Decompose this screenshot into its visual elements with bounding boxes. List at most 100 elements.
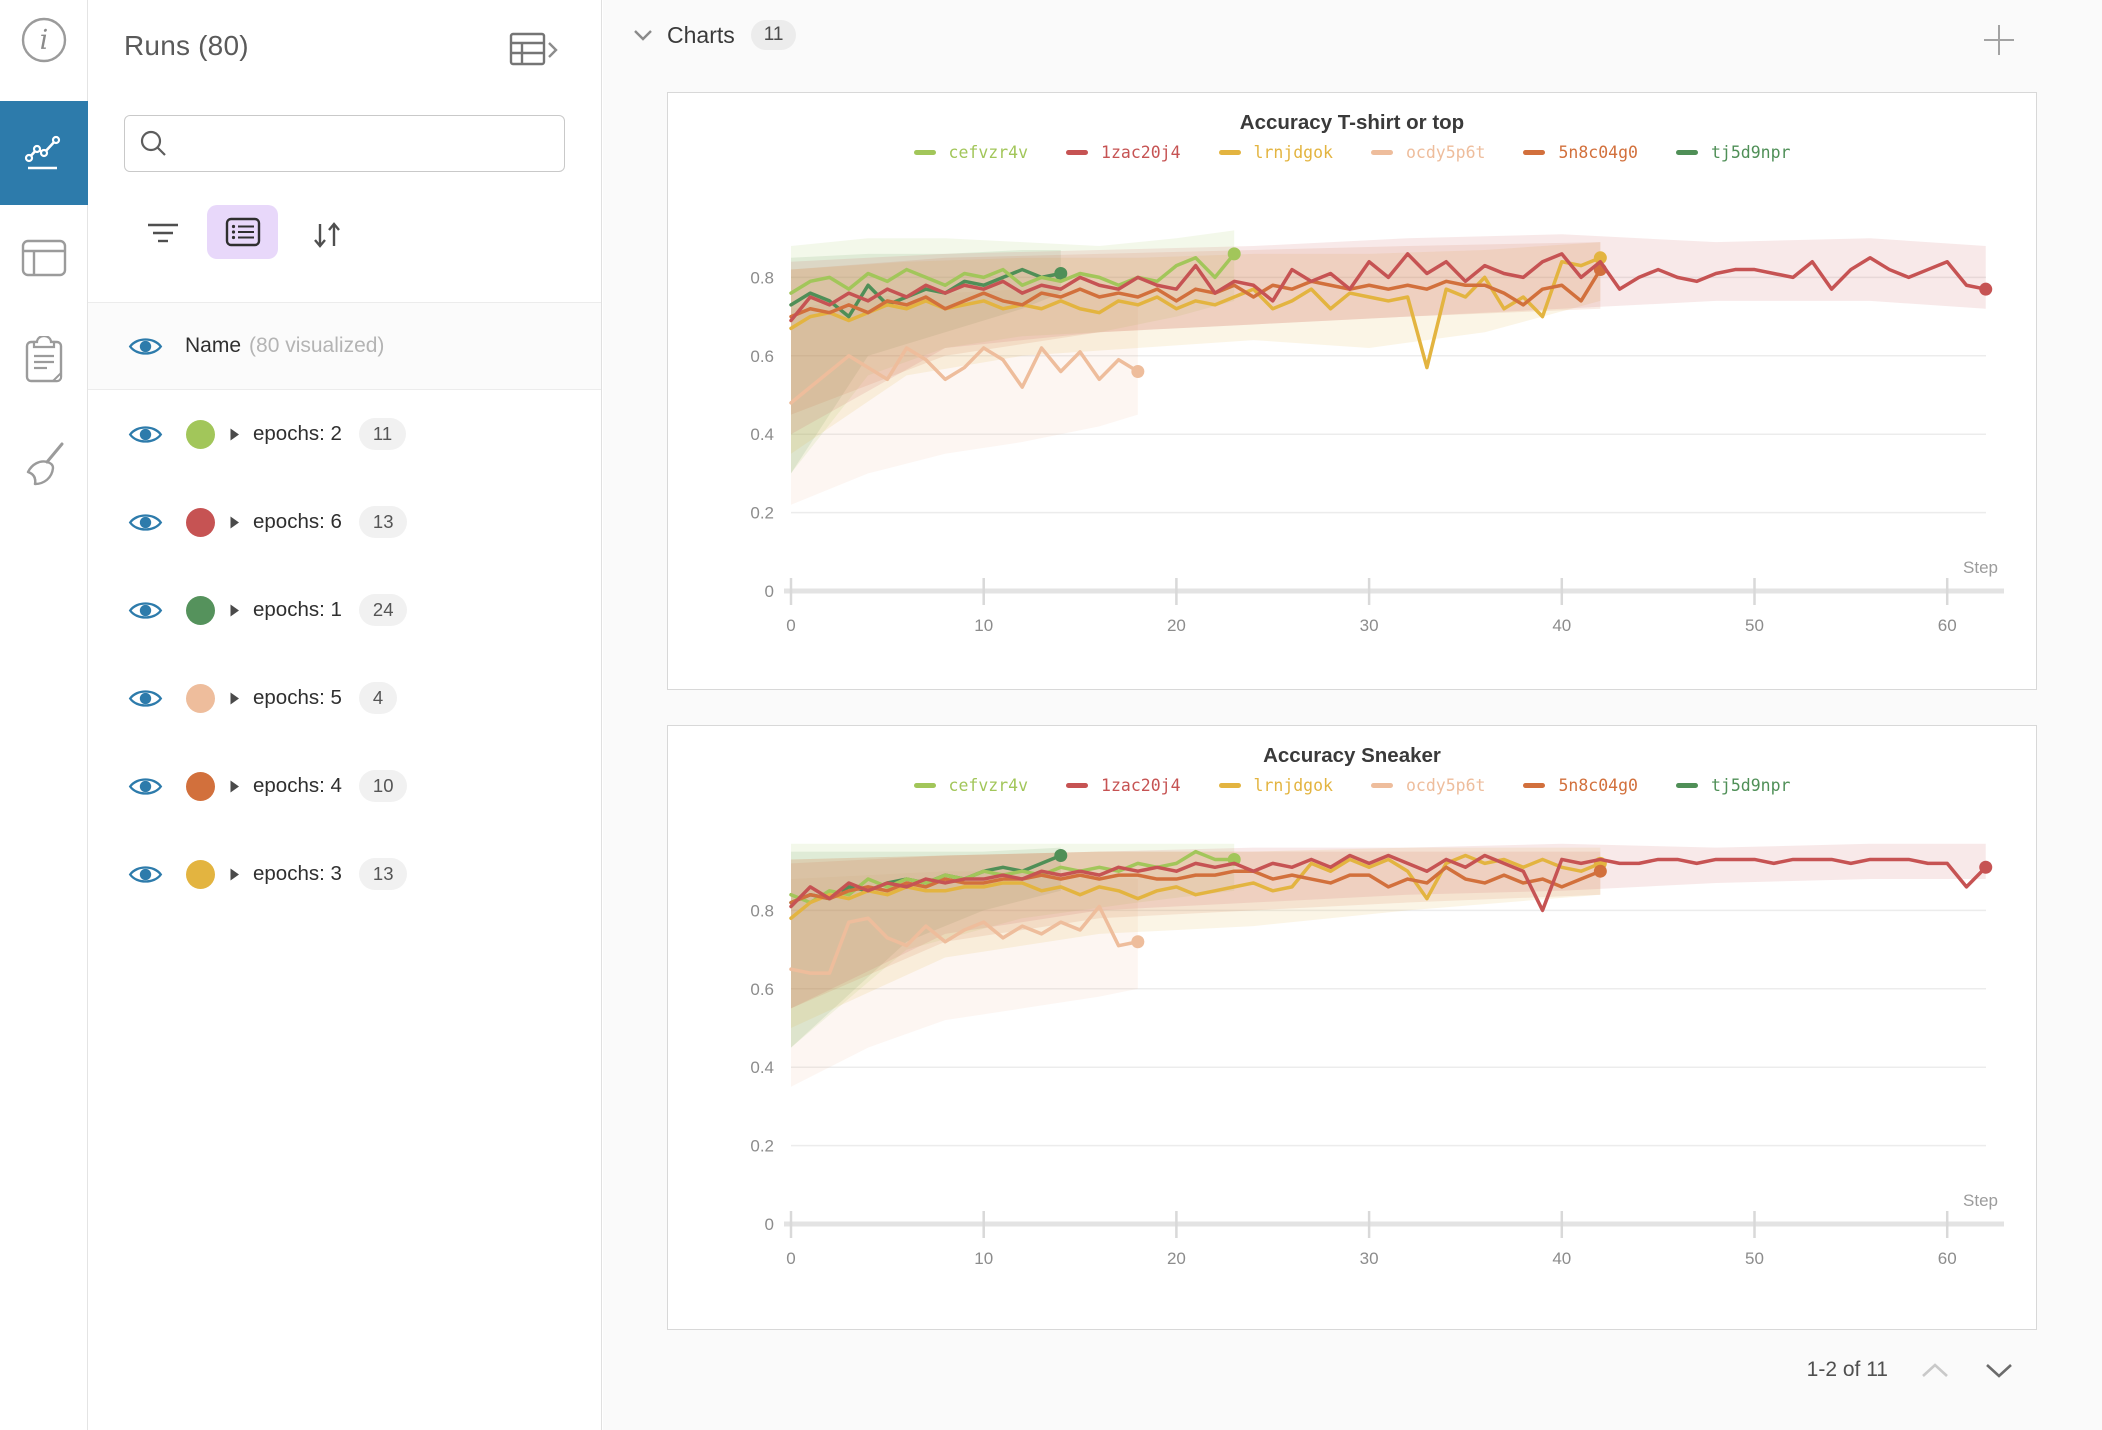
sweeps-tab[interactable] [0, 438, 88, 494]
svg-text:0.4: 0.4 [750, 1058, 774, 1077]
eye-icon[interactable] [128, 861, 163, 888]
caret-right-icon[interactable] [229, 691, 240, 706]
caret-right-icon[interactable] [229, 779, 240, 794]
chevron-down-icon[interactable] [633, 29, 653, 42]
run-group-row[interactable]: epochs: 6 13 [88, 478, 601, 566]
group-list-button[interactable] [207, 205, 278, 259]
run-group-label: epochs: 5 [253, 686, 342, 709]
name-row-sublabel: (80 visualized) [249, 334, 385, 357]
eye-icon[interactable] [128, 685, 163, 712]
run-color-dot [186, 595, 215, 625]
legend-run-id: cefvzr4v [948, 776, 1029, 795]
legend-item[interactable]: cefvzr4v [913, 776, 1029, 795]
legend-item[interactable]: 5n8c04g0 [1523, 776, 1638, 795]
sort-icon [314, 222, 340, 248]
legend-dash [913, 150, 936, 155]
legend-item[interactable]: tj5d9npr [1675, 776, 1790, 795]
run-groups-list: epochs: 2 11 epochs: 6 13 epochs: 1 24 [88, 390, 601, 918]
svg-text:0: 0 [765, 582, 774, 601]
expand-table-button[interactable] [509, 32, 559, 73]
run-count-badge: 13 [358, 506, 408, 538]
eye-icon[interactable] [128, 509, 163, 536]
legend-item[interactable]: lrnjdgok [1218, 776, 1333, 795]
run-count-badge: 24 [358, 594, 408, 626]
chevron-up-icon[interactable] [1920, 1362, 1950, 1379]
info-button[interactable]: i [0, 12, 88, 68]
run-color-dot [186, 771, 215, 801]
eye-icon[interactable] [128, 333, 163, 360]
legend-dash [1066, 783, 1089, 788]
search-input[interactable] [179, 132, 564, 155]
svg-text:10: 10 [974, 616, 993, 635]
svg-text:0: 0 [786, 1249, 795, 1268]
eye-icon[interactable] [128, 421, 163, 448]
eye-icon[interactable] [128, 597, 163, 624]
legend-dash [1523, 783, 1546, 788]
run-group-row[interactable]: epochs: 1 24 [88, 566, 601, 654]
run-group-label: epochs: 4 [253, 774, 342, 797]
eye-icon[interactable] [128, 773, 163, 800]
caret-right-icon[interactable] [229, 867, 240, 882]
legend-run-id: ocdy5p6t [1406, 776, 1486, 795]
legend-item[interactable]: lrnjdgok [1218, 143, 1333, 162]
chart-legend: cefvzr4v 1zac20j4 lrnjdgok ocdy5p6t 5n8c04g0… [668, 776, 2036, 795]
legend-item[interactable]: ocdy5p6t [1371, 776, 1485, 795]
name-visualized-row[interactable]: Name (80 visualized) [88, 302, 601, 390]
caret-right-icon[interactable] [229, 515, 240, 530]
chevron-down-icon[interactable] [1984, 1362, 2014, 1379]
sort-button[interactable] [306, 215, 348, 260]
list-icon [225, 217, 260, 247]
search-box[interactable] [124, 115, 565, 172]
pagination: 1-2 of 11 [1807, 1358, 2014, 1382]
add-panel-button[interactable] [1981, 22, 2017, 63]
legend-run-id: 1zac20j4 [1101, 143, 1181, 162]
info-icon: i [21, 17, 67, 63]
legend-dash [1523, 150, 1546, 155]
legend-run-id: tj5d9npr [1710, 143, 1791, 162]
pagination-label: 1-2 of 11 [1806, 1358, 1888, 1381]
caret-right-icon[interactable] [229, 427, 240, 442]
legend-item[interactable]: ocdy5p6t [1371, 143, 1485, 162]
broom-icon [26, 442, 64, 486]
run-count-badge: 10 [358, 770, 408, 802]
run-group-row[interactable]: epochs: 5 4 [88, 654, 601, 742]
run-group-label: epochs: 6 [253, 510, 342, 533]
chart-plot: 0 10 20 30 40 50 60 0 0.2 0.4 0.6 0.8 Step [750, 843, 2004, 1268]
svg-text:50: 50 [1745, 616, 1764, 635]
svg-text:60: 60 [1938, 616, 1957, 635]
legend-dash [913, 783, 936, 788]
legend-run-id: lrnjdgok [1253, 143, 1333, 162]
reports-tab[interactable] [0, 332, 88, 388]
chart-card[interactable]: Accuracy T-shirt or top cefvzr4v 1zac20j4… [667, 92, 2037, 690]
left-rail: i [0, 0, 88, 1430]
svg-text:40: 40 [1552, 1249, 1571, 1268]
svg-text:0.6: 0.6 [750, 980, 774, 999]
line-chart-icon [24, 135, 61, 170]
runs-title: Runs (80) [124, 30, 249, 61]
search-icon [140, 130, 166, 156]
charts-tab[interactable] [0, 101, 88, 205]
filter-button[interactable] [140, 215, 186, 258]
run-color-dot [186, 683, 215, 713]
run-group-row[interactable]: epochs: 4 10 [88, 742, 601, 830]
legend-run-id: cefvzr4v [948, 143, 1029, 162]
legend-item[interactable]: 1zac20j4 [1066, 776, 1181, 795]
svg-text:40: 40 [1552, 616, 1571, 635]
legend-item[interactable]: 1zac20j4 [1066, 143, 1181, 162]
run-color-dot [186, 859, 215, 889]
run-group-row[interactable]: epochs: 2 11 [88, 390, 601, 478]
legend-run-id: 5n8c04g0 [1558, 776, 1638, 795]
chart-card[interactable]: Accuracy Sneaker cefvzr4v 1zac20j4 lrnjdgo… [667, 725, 2037, 1330]
charts-header: Charts 11 [633, 20, 797, 50]
run-group-row[interactable]: epochs: 3 13 [88, 830, 601, 918]
legend-item[interactable]: tj5d9npr [1675, 143, 1791, 162]
legend-item[interactable]: 5n8c04g0 [1523, 143, 1638, 162]
run-count-badge: 11 [358, 418, 407, 450]
tables-tab[interactable] [0, 230, 88, 286]
charts-panel: Charts 11 Accuracy T-shirt or top cefvzr… [603, 0, 2102, 1430]
legend-dash [1218, 150, 1241, 155]
legend-run-id: 5n8c04g0 [1558, 143, 1638, 162]
svg-text:30: 30 [1360, 1249, 1379, 1268]
legend-item[interactable]: cefvzr4v [913, 143, 1029, 162]
caret-right-icon[interactable] [229, 603, 240, 618]
